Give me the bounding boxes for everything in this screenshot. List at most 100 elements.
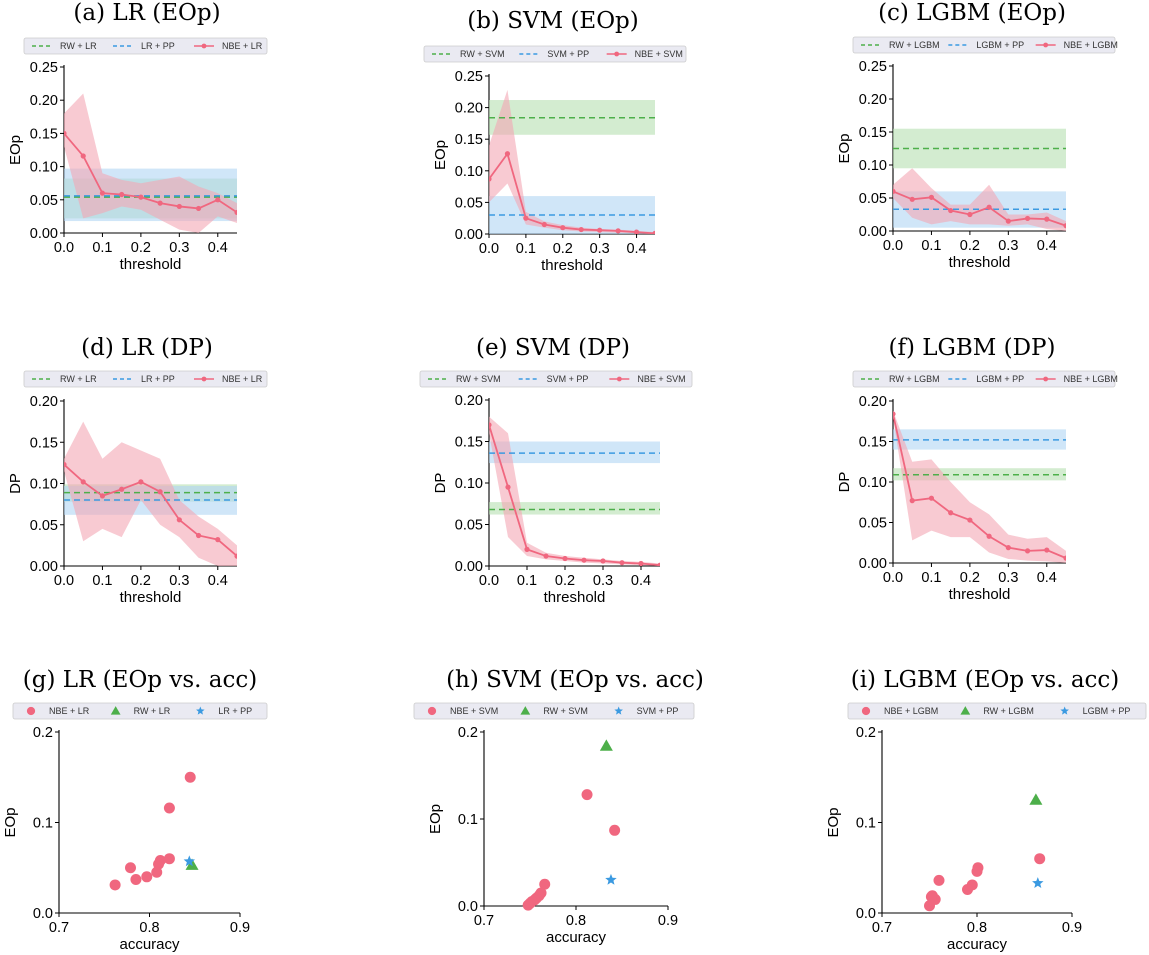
y-tick-label: 0.10 <box>455 164 483 180</box>
band-nbe <box>64 421 237 566</box>
data-point <box>638 560 644 566</box>
y-tick-label: 0.20 <box>859 92 887 108</box>
panel-title: (b) SVM (EOp) <box>467 8 639 34</box>
panel-e: (e) SVM (DP) RW + SVM SVM + PP NBE + SVM 0.0… <box>419 335 693 606</box>
data-point <box>195 205 202 212</box>
panel-title: (h) SVM (EOp vs. acc) <box>446 667 704 693</box>
data-point <box>581 557 587 563</box>
scatter-point-circle <box>925 891 937 903</box>
panel-title: (f) LGBM (DP) <box>888 335 1055 361</box>
x-axis-label: threshold <box>541 257 603 274</box>
x-tick-label: 0.9 <box>230 920 250 936</box>
band-pp <box>489 441 660 464</box>
x-tick-label: 0.7 <box>872 920 892 936</box>
data-point <box>138 194 144 200</box>
data-point <box>578 226 584 233</box>
legend-marker <box>616 376 622 382</box>
data-point <box>652 230 655 234</box>
data-point <box>195 532 202 539</box>
legend-marker <box>614 51 620 57</box>
y-tick-label: 0.00 <box>455 227 483 243</box>
legend-frame <box>23 370 268 388</box>
legend-label: SVM + PP <box>637 706 679 716</box>
data-point <box>615 228 621 234</box>
x-axis-label: accuracy <box>119 936 180 953</box>
legend-label: RW + SVM <box>543 706 588 716</box>
y-tick-label: 0.25 <box>30 60 58 76</box>
x-tick-label: 0.3 <box>998 238 1018 254</box>
data-point <box>524 546 530 553</box>
data-point <box>893 411 896 417</box>
legend: RW + SVM SVM + PP NBE + SVM <box>423 45 687 63</box>
legend-label: NBE + SVM <box>450 706 498 716</box>
legend-marker <box>1060 706 1069 715</box>
y-tick-label: 0.05 <box>859 516 887 532</box>
data-point <box>948 510 954 516</box>
data-point <box>948 207 954 214</box>
x-tick-label: 0.3 <box>590 241 610 257</box>
legend-label: NBE + SVM <box>637 374 685 384</box>
scatter-point-circle <box>609 824 621 836</box>
legend-label: NBE + LR <box>49 706 90 716</box>
data-point <box>562 555 568 562</box>
x-tick-label: 0.2 <box>131 573 151 589</box>
legend-label: NBE + LR <box>222 41 263 51</box>
data-point <box>986 204 992 210</box>
y-tick-label: 0.10 <box>455 476 483 492</box>
legend-label: RW + SVM <box>456 374 501 384</box>
data-point <box>633 229 640 234</box>
data-point <box>176 203 182 210</box>
data-point <box>597 227 603 233</box>
data-point <box>928 495 935 501</box>
legend: RW + LR LR + PP NBE + LR <box>23 37 268 55</box>
x-tick-label: 0.1 <box>92 573 112 589</box>
data-point <box>157 489 163 495</box>
legend: RW + SVM SVM + PP NBE + SVM <box>419 370 693 388</box>
data-point <box>909 196 915 202</box>
scatter-point-circle <box>124 862 136 874</box>
scatter-point-triangle <box>1029 793 1043 805</box>
data-point <box>489 422 492 428</box>
y-tick-label: 0.1 <box>458 812 478 828</box>
legend-marker <box>26 706 36 716</box>
band-nbe <box>893 168 1066 231</box>
y-tick-label: 0.10 <box>859 475 887 491</box>
data-point <box>1044 216 1050 222</box>
y-tick-label: 0.20 <box>455 101 483 117</box>
legend-frame <box>23 37 268 55</box>
x-axis-label: accuracy <box>546 929 607 946</box>
plot-area <box>489 89 655 234</box>
scatter-point-star <box>1032 877 1044 888</box>
band-rw <box>489 502 660 515</box>
y-tick-label: 0.20 <box>859 394 887 410</box>
scatter-point-star <box>605 873 617 885</box>
x-tick-label: 0.0 <box>54 573 74 589</box>
legend-label: LGBM + PP <box>976 40 1024 50</box>
x-tick-label: 0.4 <box>626 241 646 257</box>
legend-label: NBE + LR <box>222 374 263 384</box>
data-point <box>523 215 529 221</box>
data-point <box>1044 547 1050 553</box>
panel-title: (a) LR (EOp) <box>73 0 220 26</box>
legend-label: LR + PP <box>141 41 175 51</box>
x-axis-label: threshold <box>949 586 1011 603</box>
band-nbe <box>64 93 237 233</box>
y-tick-label: 0.10 <box>30 160 58 176</box>
scatter-point-circle <box>962 883 973 895</box>
legend-frame <box>423 45 687 63</box>
data-point <box>157 200 163 206</box>
x-tick-label: 0.9 <box>658 913 678 929</box>
legend-label: RW + SVM <box>460 49 505 59</box>
x-tick-label: 0.1 <box>517 573 537 589</box>
legend-marker <box>201 376 207 382</box>
y-tick-label: 0.2 <box>33 725 53 741</box>
y-tick-label: 0.1 <box>856 816 876 832</box>
band-nbe <box>893 410 1066 563</box>
y-tick-label: 0.10 <box>859 158 887 174</box>
scatter-point-circle <box>130 874 142 886</box>
legend-label: RW + LR <box>60 374 97 384</box>
y-axis-label: EOp <box>427 804 444 834</box>
legend-marker <box>196 706 205 715</box>
y-tick-label: 0.05 <box>30 518 58 534</box>
